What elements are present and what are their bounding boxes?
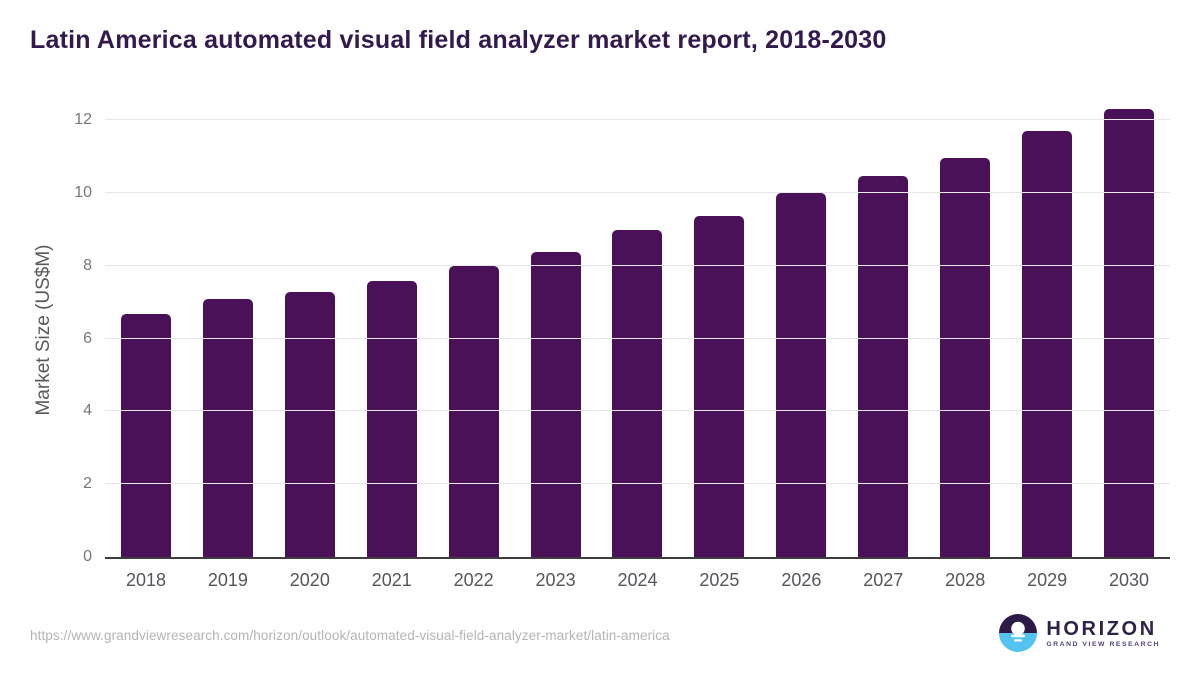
bar-slot-2024 [597, 100, 679, 557]
bar-2023 [530, 251, 581, 557]
horizon-logo: HORIZON GRAND VIEW RESEARCH [999, 614, 1160, 652]
y-tick-label-0: 0 [83, 548, 92, 565]
logo-text: HORIZON GRAND VIEW RESEARCH [1046, 618, 1160, 649]
bar-slot-2029 [1006, 100, 1088, 557]
x-axis-labels: 2018 2019 2020 2021 2022 2023 2024 2025 2026 2027… [105, 570, 1170, 591]
x-axis-label-2021: 2021 [371, 570, 412, 590]
bar-2025 [694, 215, 745, 557]
bar-2022 [448, 265, 499, 557]
gridline-4 [105, 410, 1170, 412]
bar-series [105, 100, 1170, 557]
bar-2030 [1104, 108, 1155, 557]
bar-2027 [858, 175, 909, 557]
bar-slot-2025 [678, 100, 760, 557]
y-tick-label-8: 8 [83, 256, 92, 274]
x-axis-label-2030: 2030 [1109, 570, 1150, 590]
gridline-12 [105, 119, 1170, 121]
bar-2028 [940, 157, 991, 557]
bar-slot-2022 [433, 100, 515, 557]
y-tick-label-6: 6 [83, 329, 92, 347]
source-url: https://www.grandviewresearch.com/horizo… [30, 628, 670, 643]
bar-slot-2020 [269, 100, 351, 557]
x-axis-label-2022: 2022 [453, 570, 494, 590]
y-tick-label-4: 4 [83, 402, 92, 420]
bar-chart-plot-area: 0 2 4 6 8 10 12 [74, 100, 1170, 565]
x-axis-label-2029: 2029 [1027, 570, 1068, 590]
x-axis-label-2023: 2023 [535, 570, 576, 590]
bar-2024 [612, 229, 663, 557]
x-axis-label-2028: 2028 [945, 570, 986, 590]
bar-2020 [284, 291, 335, 557]
logo-name: HORIZON [1046, 617, 1157, 640]
bar-slot-2021 [351, 100, 433, 557]
x-axis-label-2025: 2025 [699, 570, 740, 590]
bar-2018 [120, 314, 171, 557]
x-axis-label-2019: 2019 [207, 570, 248, 590]
gridline-8 [105, 264, 1170, 266]
x-axis-label-2026: 2026 [781, 570, 822, 590]
gridline-10 [105, 192, 1170, 193]
bar-slot-2027 [842, 100, 924, 557]
y-tick-label-10: 10 [74, 184, 92, 201]
bar-2029 [1022, 131, 1073, 557]
gridline-2 [105, 483, 1170, 485]
bar-2021 [366, 281, 417, 557]
page-title: Latin America automated visual field ana… [30, 26, 887, 54]
y-tick-label-12: 12 [74, 111, 92, 129]
bar-slot-2028 [924, 100, 1006, 557]
x-axis-label-2018: 2018 [125, 570, 166, 590]
bar-2019 [202, 298, 253, 557]
bar-slot-2018 [105, 100, 187, 557]
bar-slot-2023 [515, 100, 597, 557]
gridline-6 [105, 337, 1170, 339]
bar-slot-2030 [1088, 100, 1170, 557]
x-axis-label-2027: 2027 [863, 570, 904, 590]
x-axis-label-2020: 2020 [289, 570, 330, 590]
y-tick-label-2: 2 [83, 475, 92, 493]
bar-2026 [776, 193, 827, 557]
bar-slot-2019 [187, 100, 269, 557]
horizon-sunrise-icon [999, 614, 1038, 652]
x-axis-label-2024: 2024 [617, 570, 658, 590]
bar-slot-2026 [760, 100, 842, 557]
logo-subtitle: GRAND VIEW RESEARCH [1046, 640, 1160, 648]
